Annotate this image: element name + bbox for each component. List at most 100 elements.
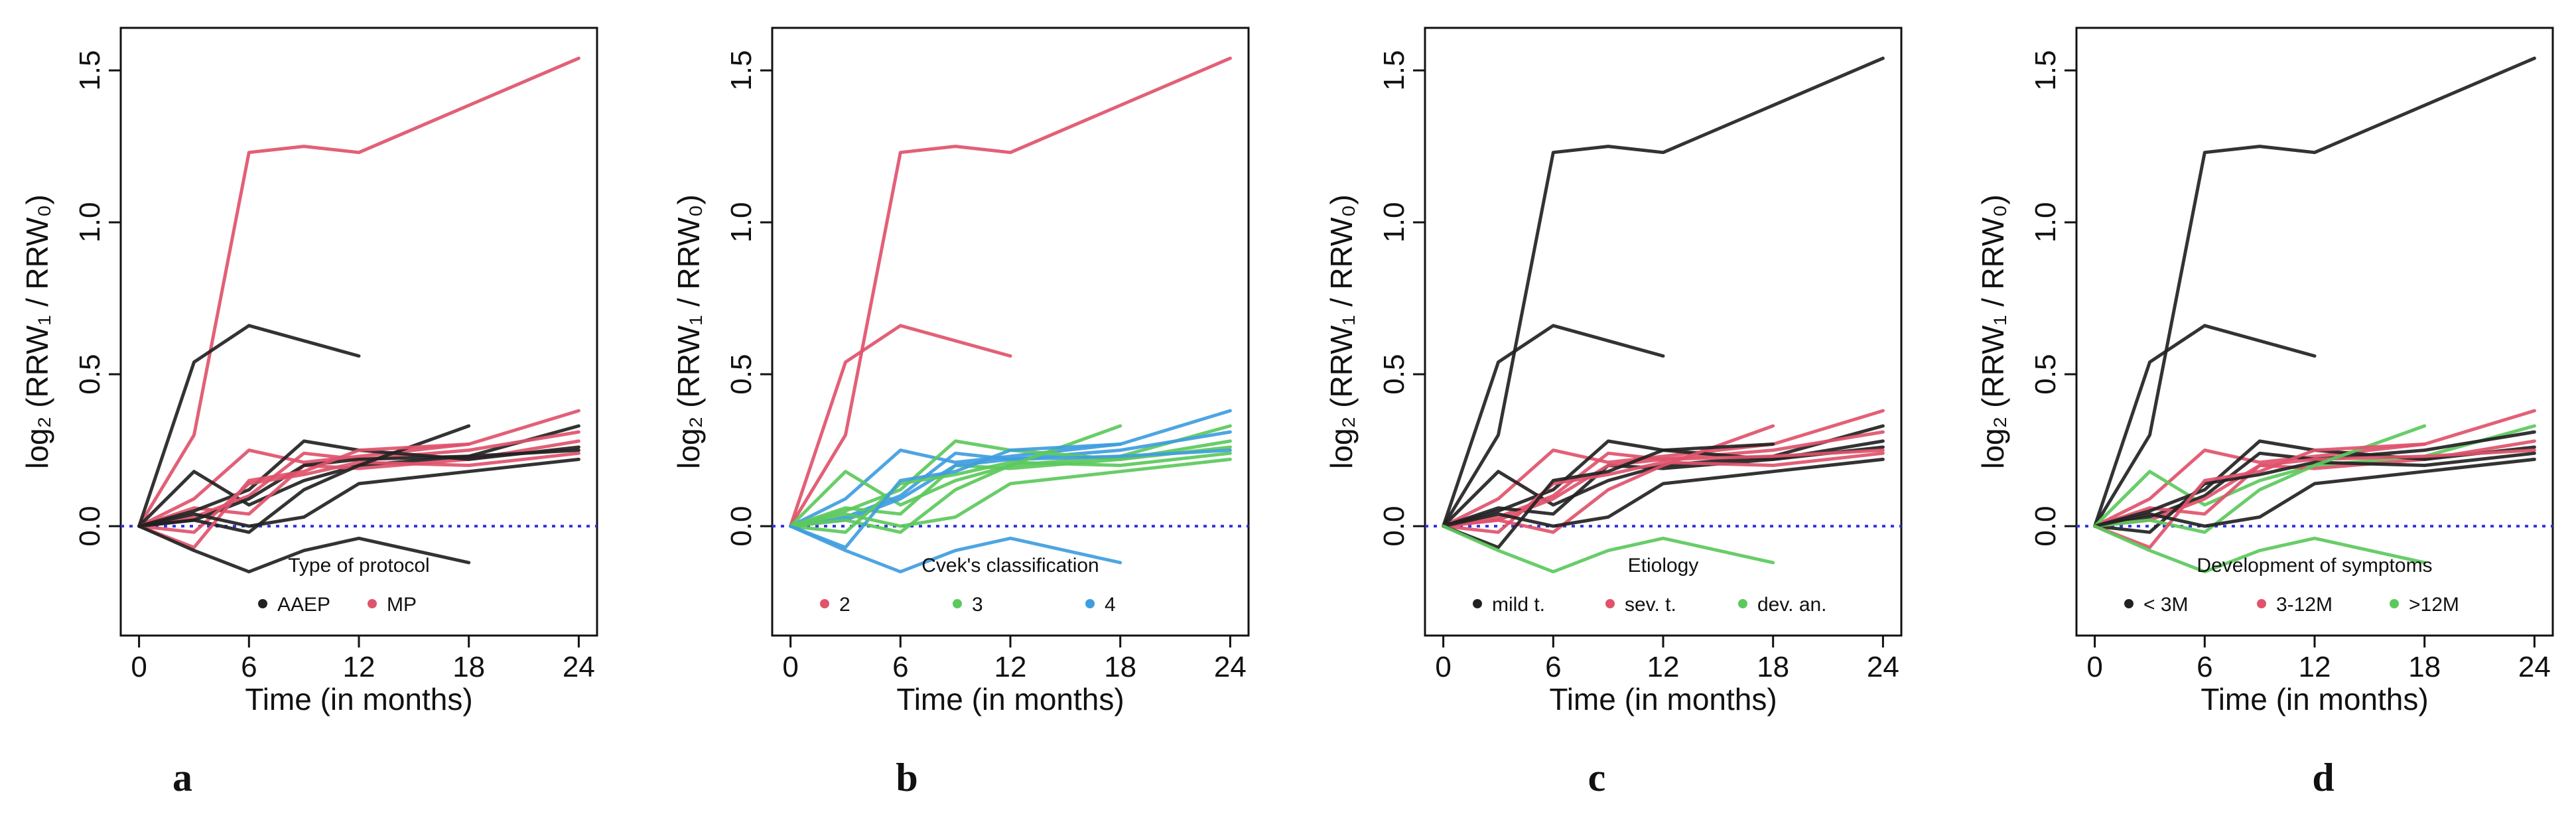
legend-marker <box>2390 599 2399 608</box>
legend-title: Type of protocol <box>288 555 429 577</box>
series-line <box>789 56 1232 528</box>
y-axis-title: log₂ (RRW₁ / RRW₀) <box>20 194 54 469</box>
legend-marker <box>1605 599 1615 608</box>
x-tick-label: 18 <box>1757 651 1789 683</box>
y-tick-label: 1.5 <box>74 50 106 91</box>
x-tick-label: 18 <box>2408 651 2441 683</box>
series-line <box>2093 439 2536 528</box>
panel-letter: a <box>172 756 192 799</box>
series-line <box>1442 451 1885 534</box>
series-line <box>789 524 1122 574</box>
series-line <box>1442 430 1885 528</box>
legend-marker <box>258 599 267 608</box>
x-tick-label: 0 <box>2086 651 2102 683</box>
x-tick-label: 6 <box>892 651 908 683</box>
series-line <box>2093 442 2427 549</box>
y-axis-title: log₂ (RRW₁ / RRW₀) <box>1324 194 1359 469</box>
legend-marker <box>2124 599 2134 608</box>
x-axis-title: Time (in months) <box>896 682 1124 716</box>
series-line <box>137 442 471 549</box>
y-tick-label: 1.0 <box>725 202 758 243</box>
series-line <box>2093 457 2536 528</box>
legend-label: 3-12M <box>2276 594 2333 616</box>
series-line <box>789 439 1232 528</box>
series-line <box>1442 56 1885 528</box>
legend-marker <box>1473 599 1482 608</box>
x-axis-title: Time (in months) <box>1549 682 1777 716</box>
y-tick-label: 0.0 <box>1378 506 1410 547</box>
y-tick-label: 0.5 <box>725 354 758 395</box>
y-tick-label: 1.5 <box>1378 50 1410 91</box>
x-tick-label: 18 <box>452 651 485 683</box>
series-line <box>1442 442 1775 549</box>
series-line <box>2093 524 2427 574</box>
y-tick-label: 1.0 <box>1378 202 1410 243</box>
series-line <box>789 430 1232 528</box>
legend-marker <box>820 599 829 608</box>
x-axis-title: Time (in months) <box>245 682 472 716</box>
y-tick-label: 1.5 <box>725 50 758 91</box>
series-line <box>2093 451 2536 534</box>
series-line <box>137 524 471 574</box>
series-line <box>1442 324 1665 528</box>
x-tick-label: 6 <box>241 651 257 683</box>
legend-label: 3 <box>972 594 983 616</box>
series-line <box>2093 424 2427 534</box>
series-line <box>1442 424 1775 534</box>
series-line <box>789 424 1122 534</box>
chart-panel-c: 0.0 0.5 1.0 1.5 0 6 12 18 24 Time (in months) log₂… <box>1324 27 1903 716</box>
y-tick-label: 0.5 <box>1378 354 1410 395</box>
legend-title: Cvek's classification <box>921 555 1099 577</box>
series-line <box>137 457 580 528</box>
legend-title: Development of symptoms <box>2197 555 2432 577</box>
panel-letter: b <box>896 756 917 799</box>
legend-label: >12M <box>2409 594 2459 616</box>
y-tick-label: 0.5 <box>2029 354 2062 395</box>
series-line <box>137 451 580 534</box>
legend-marker <box>1085 599 1095 608</box>
chart-panel-a: 0.0 0.5 1.0 1.5 0 6 12 18 24 Time (in months) log₂… <box>20 27 598 716</box>
legend-label: mild t. <box>1492 594 1545 616</box>
y-tick-label: 0.0 <box>2029 506 2062 547</box>
plot-frame <box>119 27 598 637</box>
series-line <box>789 457 1232 528</box>
series-line <box>137 430 580 528</box>
plot-frame <box>1424 27 1903 637</box>
legend-label: 2 <box>839 594 850 616</box>
x-tick-label: 0 <box>1435 651 1451 683</box>
series-line <box>789 442 1122 549</box>
series-line <box>137 439 580 528</box>
series-line <box>137 56 580 528</box>
legend-title: Etiology <box>1628 555 1699 577</box>
y-axis-title: log₂ (RRW₁ / RRW₀) <box>1976 194 2010 469</box>
x-tick-label: 0 <box>131 651 147 683</box>
x-tick-label: 0 <box>782 651 798 683</box>
legend-label: 4 <box>1105 594 1116 616</box>
x-tick-label: 12 <box>994 651 1027 683</box>
x-tick-label: 24 <box>563 651 595 683</box>
y-tick-label: 1.0 <box>74 202 106 243</box>
x-tick-label: 24 <box>2518 651 2551 683</box>
x-tick-label: 6 <box>2197 651 2212 683</box>
x-tick-label: 6 <box>1545 651 1561 683</box>
chart-panel-d: 0.0 0.5 1.0 1.5 0 6 12 18 24 Time (in months) log₂… <box>1976 27 2554 716</box>
x-tick-label: 12 <box>2299 651 2331 683</box>
y-tick-label: 0.0 <box>725 506 758 547</box>
series-line <box>2093 430 2536 528</box>
legend-label: < 3M <box>2143 594 2189 616</box>
x-tick-label: 18 <box>1104 651 1136 683</box>
legend-marker <box>2257 599 2266 608</box>
panel-letter: d <box>2312 756 2334 799</box>
y-tick-label: 0.5 <box>74 354 106 395</box>
legend-label: AAEP <box>277 594 330 616</box>
y-axis-title: log₂ (RRW₁ / RRW₀) <box>671 194 706 469</box>
series-line <box>789 324 1012 528</box>
legend-label: sev. t. <box>1625 594 1676 616</box>
series-line <box>1442 457 1885 528</box>
y-tick-label: 1.5 <box>2029 50 2062 91</box>
plot-frame <box>771 27 1250 637</box>
panel-letter: c <box>1588 756 1606 799</box>
legend-marker <box>953 599 962 608</box>
